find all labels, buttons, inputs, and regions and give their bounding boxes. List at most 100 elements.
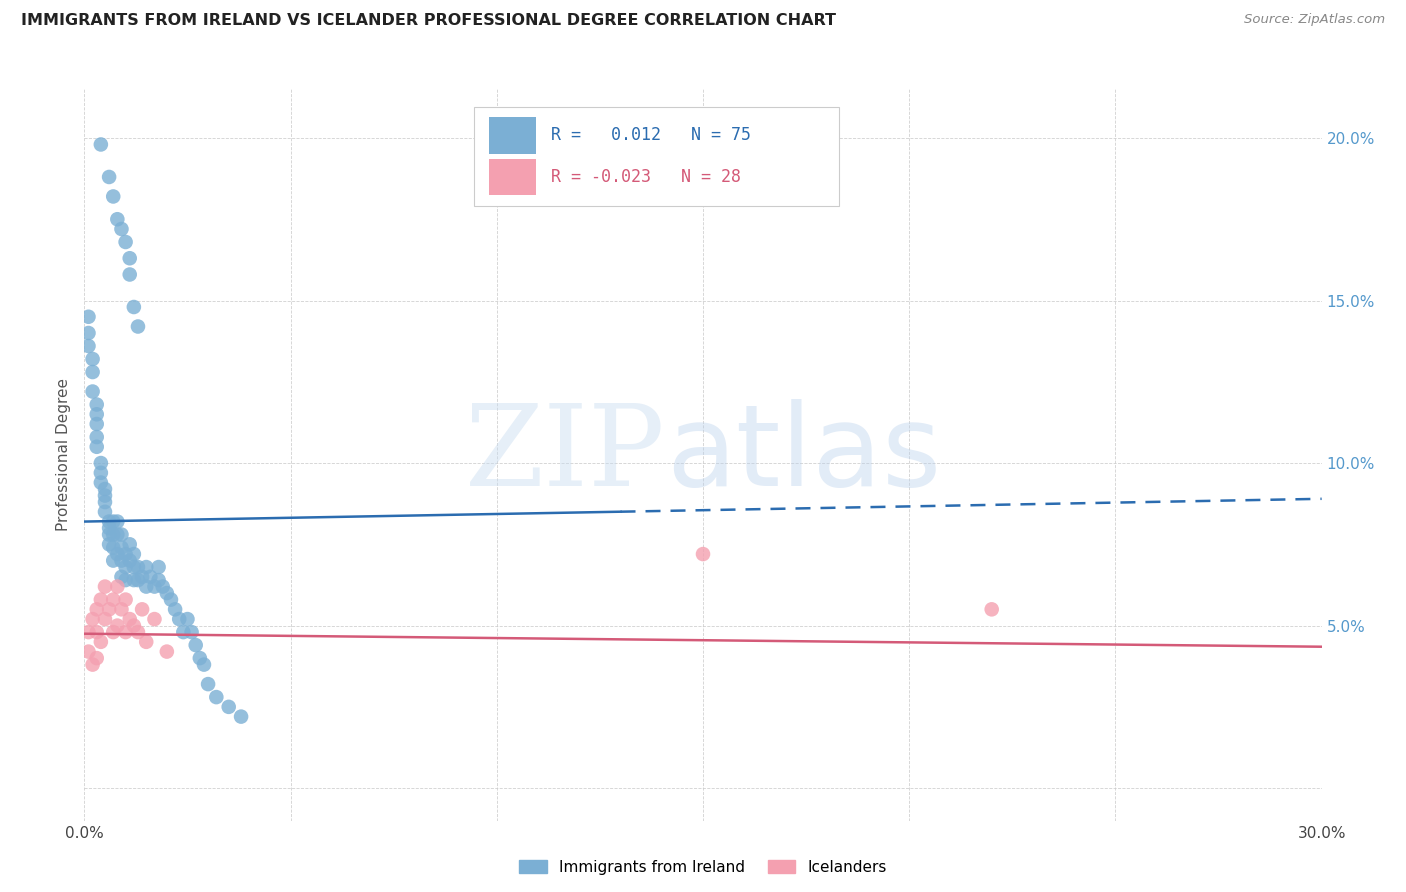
Point [86, 651, 108, 665]
Point [82, 612, 104, 626]
Point [127, 625, 149, 640]
Point [103, 553, 125, 567]
Point [114, 573, 136, 587]
Point [94, 489, 117, 503]
Point [105, 527, 128, 541]
Point [105, 618, 128, 632]
Point [156, 586, 179, 600]
Point [165, 602, 187, 616]
Point [103, 541, 125, 555]
Point [103, 625, 125, 640]
Point [98, 602, 121, 616]
Point [94, 580, 117, 594]
Point [135, 580, 157, 594]
Y-axis label: Professional Degree: Professional Degree [56, 378, 72, 532]
Point [98, 527, 121, 541]
Point [90, 456, 112, 470]
Point [94, 495, 117, 509]
Point [103, 515, 125, 529]
Point [94, 482, 117, 496]
Text: R = -0.023   N = 28: R = -0.023 N = 28 [551, 168, 741, 186]
Point [156, 644, 179, 658]
Point [77, 625, 100, 640]
Point [98, 537, 121, 551]
Point [118, 553, 141, 567]
Point [148, 573, 170, 587]
Point [90, 475, 112, 490]
Point [86, 625, 108, 640]
Point [197, 677, 219, 691]
Point [229, 709, 252, 723]
Point [114, 625, 136, 640]
Point [114, 235, 136, 249]
Point [188, 651, 211, 665]
Point [692, 547, 714, 561]
Text: IMMIGRANTS FROM IRELAND VS ICELANDER PROFESSIONAL DEGREE CORRELATION CHART: IMMIGRANTS FROM IRELAND VS ICELANDER PRO… [21, 13, 837, 29]
Point [114, 592, 136, 607]
Point [135, 560, 157, 574]
Point [77, 326, 100, 340]
Point [131, 602, 153, 616]
Point [180, 625, 202, 640]
Point [143, 612, 166, 626]
Point [98, 521, 121, 535]
Point [90, 635, 112, 649]
FancyBboxPatch shape [489, 159, 536, 195]
Point [184, 638, 207, 652]
Point [143, 580, 166, 594]
Point [980, 602, 1002, 616]
Point [160, 592, 183, 607]
Point [98, 515, 121, 529]
Point [110, 570, 132, 584]
Point [110, 527, 132, 541]
Point [205, 690, 228, 705]
Point [110, 541, 132, 555]
Point [94, 505, 117, 519]
Point [90, 137, 112, 152]
Point [82, 365, 104, 379]
Point [131, 570, 153, 584]
Point [139, 570, 162, 584]
Point [105, 212, 128, 227]
Point [82, 351, 104, 366]
Point [118, 268, 141, 282]
Point [122, 560, 145, 574]
Point [103, 189, 125, 203]
Point [105, 547, 128, 561]
Point [77, 339, 100, 353]
Point [110, 553, 132, 567]
Point [110, 602, 132, 616]
Point [118, 252, 141, 266]
Point [86, 430, 108, 444]
Point [172, 625, 194, 640]
Point [127, 573, 149, 587]
Point [86, 398, 108, 412]
Point [86, 440, 108, 454]
Point [114, 560, 136, 574]
Point [82, 657, 104, 672]
Text: atlas: atlas [666, 400, 941, 510]
FancyBboxPatch shape [474, 108, 839, 206]
Point [127, 319, 149, 334]
Point [176, 612, 198, 626]
Point [148, 560, 170, 574]
Point [122, 300, 145, 314]
Point [122, 573, 145, 587]
Point [135, 635, 157, 649]
Point [94, 612, 117, 626]
Text: ZIP: ZIP [465, 400, 666, 510]
Point [122, 547, 145, 561]
Point [86, 407, 108, 421]
Text: R =   0.012   N = 75: R = 0.012 N = 75 [551, 127, 751, 145]
Point [90, 592, 112, 607]
Point [167, 612, 190, 626]
Point [118, 612, 141, 626]
Point [110, 222, 132, 236]
Point [122, 618, 145, 632]
Point [103, 527, 125, 541]
Point [98, 169, 121, 184]
Point [127, 560, 149, 574]
Text: Source: ZipAtlas.com: Source: ZipAtlas.com [1244, 13, 1385, 27]
FancyBboxPatch shape [489, 117, 536, 153]
Point [218, 699, 240, 714]
